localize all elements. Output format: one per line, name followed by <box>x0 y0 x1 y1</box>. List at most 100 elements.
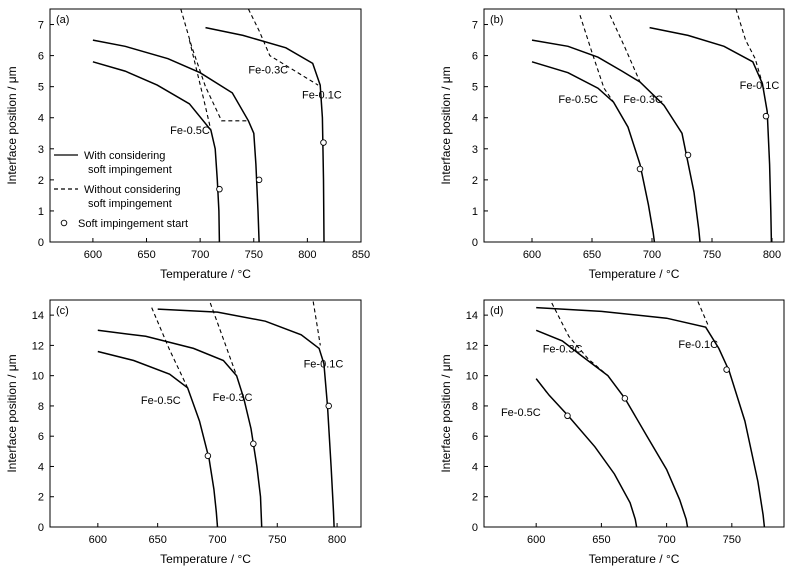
x-tick-label: 700 <box>643 249 661 261</box>
y-axis-label: Interface position / μm <box>439 66 453 184</box>
y-tick-label: 0 <box>472 522 478 534</box>
x-axis-label: Temperature / °C <box>589 552 680 566</box>
legend: With considering soft impingement Without … <box>54 150 188 230</box>
soft-impingement-marker <box>320 139 327 146</box>
solid-curve <box>97 350 219 528</box>
soft-impingement-marker <box>204 452 212 460</box>
solid-curve <box>92 39 260 243</box>
y-tick-label: 12 <box>466 340 478 352</box>
y-axis-label: Interface position / μm <box>5 66 19 184</box>
dashed-curve <box>312 301 321 346</box>
series-label: Fe-0.5C <box>170 125 210 137</box>
legend-text: Soft impingement start <box>78 218 188 230</box>
series-fe-0-3c: Fe-0.3C <box>92 8 288 243</box>
soft-impingement-marker <box>325 402 332 410</box>
soft-impingement-marker <box>250 440 257 448</box>
soft-impingement-marker <box>564 412 571 420</box>
x-tick-label: 800 <box>298 249 316 261</box>
x-tick-label: 600 <box>89 534 107 546</box>
soft-impingement-marker <box>255 176 263 184</box>
plot-frame <box>483 299 785 528</box>
x-tick-label: 800 <box>328 534 346 546</box>
series-label: Fe-0.3C <box>248 65 288 77</box>
y-tick-label: 7 <box>472 20 478 32</box>
x-tick-label: 600 <box>527 534 545 546</box>
solid-curve <box>157 308 335 528</box>
y-axis-label: Interface position / μm <box>439 354 453 472</box>
x-tick-label: 650 <box>137 249 155 261</box>
series-label: Fe-0.3C <box>213 392 253 404</box>
dashed-curve <box>551 302 609 377</box>
y-tick-label: 1 <box>38 206 44 218</box>
legend-text: With considering <box>84 150 165 162</box>
x-tick-label: 750 <box>268 534 286 546</box>
soft-impingement-marker <box>636 165 644 173</box>
x-tick-label: 650 <box>583 249 601 261</box>
dashed-curve <box>247 8 319 86</box>
dashed-curve <box>209 302 238 376</box>
x-tick-label: 700 <box>191 249 209 261</box>
y-tick-label: 2 <box>38 175 44 187</box>
dashed-curve <box>180 8 249 122</box>
dashed-curve <box>735 8 763 84</box>
dashed-curve <box>697 301 709 326</box>
y-tick-label: 0 <box>472 237 478 249</box>
plot-frame <box>49 299 362 528</box>
x-axis-label: Temperature / °C <box>160 267 251 281</box>
y-tick-label: 8 <box>38 401 44 413</box>
y-tick-label: 0 <box>38 237 44 249</box>
panel-label: (a) <box>56 14 69 26</box>
series-fe-0-3c: Fe-0.3C <box>97 302 263 528</box>
y-tick-label: 7 <box>38 20 44 32</box>
y-tick-label: 12 <box>32 340 44 352</box>
solid-curve <box>92 61 221 243</box>
panel-label: (c) <box>56 305 69 317</box>
y-tick-label: 6 <box>472 431 478 443</box>
y-tick-label: 1 <box>472 206 478 218</box>
series-fe-0-3c: Fe-0.3C <box>535 302 689 528</box>
series-label: Fe-0.1C <box>740 80 780 92</box>
y-tick-label: 14 <box>32 310 44 322</box>
series-fe-0-1c: Fe-0.1C <box>649 8 780 243</box>
soft-impingement-marker <box>684 151 692 159</box>
y-tick-label: 4 <box>472 461 478 473</box>
soft-impingement-marker <box>216 185 223 193</box>
y-tick-label: 4 <box>38 113 44 125</box>
x-tick-label: 750 <box>723 534 741 546</box>
series-fe-0-5c: Fe-0.5C <box>92 39 223 243</box>
dashed-curve <box>579 15 615 103</box>
solid-curve <box>531 61 656 243</box>
series-label: Fe-0.3C <box>543 343 583 355</box>
y-tick-label: 3 <box>38 144 44 156</box>
x-tick-label: 850 <box>352 249 370 261</box>
y-axis-label: Interface position / μm <box>5 354 19 472</box>
y-tick-label: 2 <box>472 492 478 504</box>
y-tick-label: 6 <box>38 51 44 63</box>
x-axis-label: Temperature / °C <box>160 552 251 566</box>
series-label: Fe-0.5C <box>141 395 181 407</box>
x-axis-label: Temperature / °C <box>589 267 680 281</box>
plot-frame <box>49 8 362 243</box>
series-label: Fe-0.3C <box>623 94 663 106</box>
y-tick-label: 10 <box>32 371 44 383</box>
series-fe-0-1c: Fe-0.1C <box>536 301 766 528</box>
y-tick-label: 2 <box>472 175 478 187</box>
x-tick-label: 750 <box>245 249 263 261</box>
series-fe-0-1c: Fe-0.1C <box>205 8 342 243</box>
dashed-curve <box>188 39 212 131</box>
dashed-curve <box>609 14 641 83</box>
x-tick-label: 650 <box>148 534 166 546</box>
legend-text: Without considering <box>84 184 181 196</box>
y-tick-label: 4 <box>472 113 478 125</box>
solid-curve <box>97 329 263 528</box>
series-fe-0-3c: Fe-0.3C <box>531 14 701 243</box>
chart-panel-c: 600 650 700 750 800 0 2 4 6 8 10 12 14 Temperature / … <box>5 299 362 566</box>
y-tick-label: 2 <box>38 492 44 504</box>
y-tick-label: 14 <box>466 310 478 322</box>
panel-label: (d) <box>490 305 503 317</box>
series-fe-0-5c: Fe-0.5C <box>531 15 656 243</box>
x-tick-label: 800 <box>763 249 781 261</box>
solid-curve <box>531 39 701 243</box>
x-tick-label: 600 <box>84 249 102 261</box>
